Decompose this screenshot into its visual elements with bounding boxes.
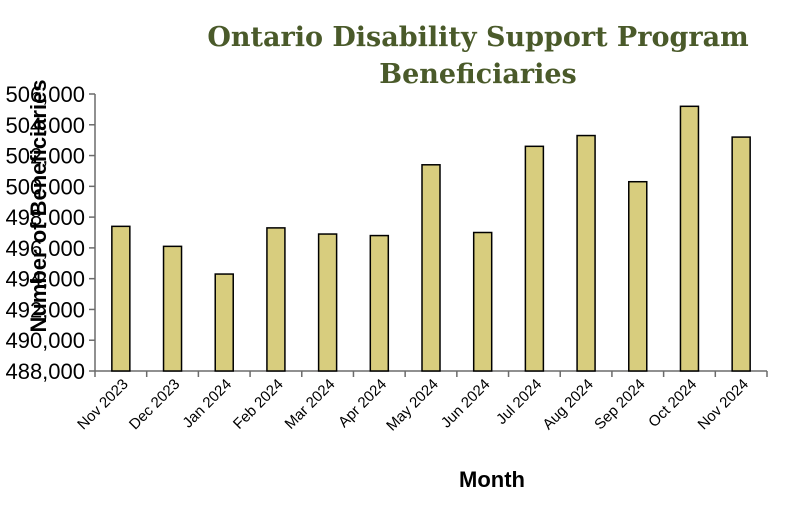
y-tick-label: 492,000	[5, 297, 85, 322]
bar	[266, 227, 286, 372]
x-tick-label: Mar 2024	[282, 376, 339, 433]
y-tick-label: 496,000	[5, 236, 85, 261]
bar	[111, 225, 131, 372]
bar	[679, 105, 700, 372]
bar	[214, 273, 234, 372]
x-tick-label: May 2024	[383, 376, 442, 435]
x-axis-title: Month	[459, 467, 525, 492]
x-tick-label: Feb 2024	[230, 376, 287, 433]
x-tick-label: Sep 2024	[591, 376, 648, 433]
bar	[369, 234, 390, 372]
bar	[524, 145, 545, 372]
bar	[628, 180, 648, 372]
x-tick-label: Aug 2024	[539, 376, 596, 433]
x-tick-label: Jun 2024	[438, 376, 494, 432]
x-tick-label: Jul 2024	[493, 376, 545, 428]
chart-title-line-1: Ontario Disability Support Program	[207, 22, 748, 53]
x-tick-label: Oct 2024	[645, 376, 700, 431]
bar	[162, 245, 183, 372]
bars-group	[111, 105, 751, 372]
bar	[731, 136, 751, 372]
x-tick-label: Nov 2023	[74, 376, 131, 433]
y-tick-label: 500,000	[5, 174, 85, 199]
y-tick-label: 506,000	[5, 82, 85, 107]
x-tick-label: Jan 2024	[179, 376, 235, 432]
y-tick-label: 498,000	[5, 205, 85, 230]
bar	[421, 164, 441, 372]
bar	[576, 134, 596, 372]
y-tick-label: 502,000	[5, 144, 85, 169]
chart-title-line-2: Beneficiaries	[379, 59, 577, 90]
x-tick-label: Dec 2023	[126, 376, 183, 433]
x-tick-label: Apr 2024	[335, 376, 390, 431]
y-axis-title: Number of Beneficiaries	[26, 79, 51, 332]
x-tick-label: Nov 2024	[695, 376, 752, 433]
y-tick-label: 504,000	[5, 113, 85, 138]
y-tick-label: 494,000	[5, 267, 85, 292]
y-tick-label: 488,000	[5, 359, 85, 384]
bar	[317, 233, 338, 372]
bar	[472, 231, 493, 372]
y-axis: 488,000 490,000 492,000 494,000 496,000 498,0…	[5, 82, 96, 384]
y-tick-label: 490,000	[5, 328, 85, 353]
